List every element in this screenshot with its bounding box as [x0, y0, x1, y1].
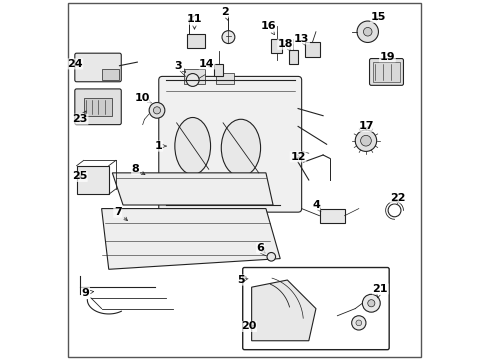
Bar [187, 33, 205, 48]
Text: 15: 15 [370, 13, 386, 22]
Circle shape [186, 73, 199, 86]
Text: 5: 5 [237, 275, 247, 285]
Bar [183, 69, 205, 84]
Circle shape [355, 320, 361, 326]
Polygon shape [251, 280, 315, 341]
Text: 25: 25 [72, 171, 87, 181]
Circle shape [367, 300, 374, 307]
Circle shape [153, 107, 160, 114]
Circle shape [254, 276, 259, 280]
Text: 23: 23 [72, 111, 88, 124]
Text: 20: 20 [241, 321, 256, 332]
Text: 11: 11 [186, 14, 202, 29]
FancyBboxPatch shape [75, 53, 121, 82]
Bar [216, 73, 233, 84]
Bar [271, 39, 282, 53]
Text: 22: 22 [389, 193, 405, 204]
Polygon shape [112, 173, 272, 205]
Bar [77, 166, 108, 194]
FancyBboxPatch shape [75, 89, 121, 125]
Text: 6: 6 [256, 243, 264, 253]
Text: 4: 4 [311, 200, 320, 212]
Bar [83, 98, 112, 116]
Text: 14: 14 [199, 59, 214, 69]
Text: 7: 7 [114, 207, 127, 221]
Text: 13: 13 [293, 34, 309, 45]
Ellipse shape [221, 119, 260, 176]
Bar [319, 208, 344, 223]
Circle shape [360, 135, 370, 146]
Polygon shape [102, 208, 280, 269]
Circle shape [222, 31, 234, 44]
Ellipse shape [175, 117, 210, 175]
Text: 21: 21 [372, 284, 387, 298]
Circle shape [149, 103, 164, 118]
Circle shape [362, 294, 380, 312]
Text: 19: 19 [379, 52, 394, 62]
Text: 1: 1 [155, 141, 166, 151]
Circle shape [354, 130, 376, 152]
Circle shape [356, 21, 378, 42]
FancyBboxPatch shape [159, 76, 301, 212]
Circle shape [251, 273, 262, 284]
Circle shape [351, 316, 365, 330]
Bar [288, 50, 298, 64]
Bar [305, 42, 319, 57]
Bar [214, 64, 223, 76]
Circle shape [363, 27, 371, 36]
Text: 3: 3 [174, 61, 185, 72]
Text: 17: 17 [358, 121, 373, 131]
Text: 2: 2 [221, 7, 228, 21]
Bar [102, 69, 119, 80]
FancyBboxPatch shape [242, 267, 388, 350]
Text: 9: 9 [81, 288, 94, 297]
Text: 24: 24 [67, 59, 82, 69]
Bar [372, 62, 399, 82]
Text: 12: 12 [290, 152, 305, 162]
Circle shape [266, 252, 275, 261]
Text: 18: 18 [277, 39, 293, 51]
Text: 10: 10 [135, 93, 151, 103]
Text: 8: 8 [131, 164, 144, 175]
FancyBboxPatch shape [369, 59, 403, 85]
Text: 16: 16 [261, 21, 276, 35]
